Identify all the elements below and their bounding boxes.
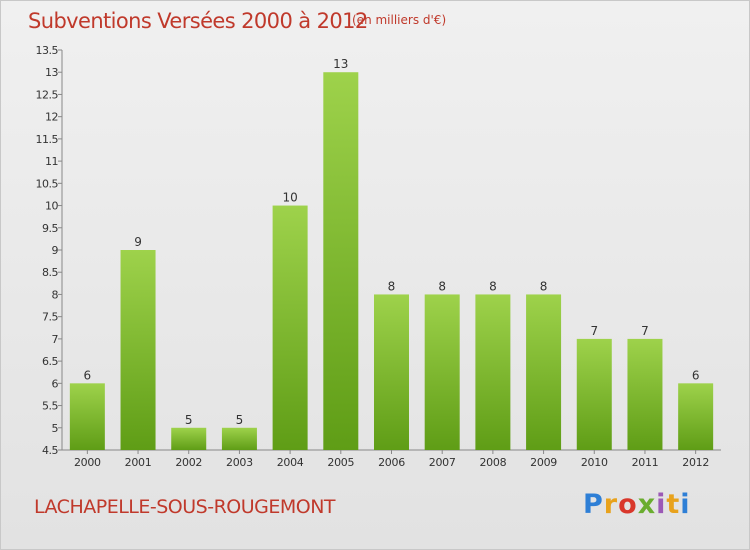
bar-2004 [272,205,308,450]
data-labels: 6 9 5 5 10 13 8 8 8 8 7 7 6 [84,57,700,427]
y-tick-label: 9 [52,244,59,257]
logo-letter: P [583,489,604,520]
data-label-2010: 7 [590,324,598,338]
data-label-2007: 8 [438,279,446,293]
y-tick-label: 11.5 [36,133,59,146]
bars [69,72,714,450]
y-tick-label: 6.5 [42,355,58,368]
y-tick-label: 8 [52,288,59,301]
bar-2008 [475,294,511,450]
data-label-2001: 9 [134,235,142,249]
x-tick-label: 2011 [632,456,659,469]
x-tick-label: 2005 [327,456,354,469]
x-tick-label: 2009 [530,456,557,469]
bar-2003 [221,427,257,450]
data-label-2005: 13 [333,57,348,71]
bar-2011 [627,338,663,450]
x-tick-label: 2008 [479,456,506,469]
data-label-2008: 8 [489,279,497,293]
x-tick-label: 2001 [125,456,152,469]
data-label-2003: 5 [236,413,244,427]
logo-letter: x [637,489,657,520]
bar-2000 [69,383,105,450]
x-tick-label: 2002 [175,456,202,469]
x-tick-label: 2007 [429,456,456,469]
data-label-2009: 8 [540,279,548,293]
y-tick-label: 9.5 [42,222,58,235]
logo-letter: o [618,489,638,520]
logo-letter: r [603,489,619,520]
y-tick-label: 12 [45,111,58,124]
bar-2002 [171,427,207,450]
x-tick-label: 2003 [226,456,253,469]
data-label-2012: 6 [692,368,700,382]
x-tick-label: 2006 [378,456,405,469]
bar-2001 [120,250,156,450]
bar-2007 [424,294,460,450]
y-tick-label: 7 [52,333,59,346]
y-tick-label: 5 [52,422,59,435]
commune-name: LACHAPELLE-SOUS-ROUGEMONT [34,496,336,518]
chart-subtitle: (en milliers d'€) [352,13,447,27]
y-tick-label: 12.5 [36,88,59,101]
y-tick-label: 10 [45,200,58,213]
logo-letter: i [680,489,691,520]
logo-letter: t [666,489,681,520]
x-tick-label: 2000 [74,456,101,469]
data-label-2002: 5 [185,413,193,427]
bar-2005 [323,72,359,450]
chart-title: Subventions Versées 2000 à 2012 [28,9,368,33]
y-tick-label: 10.5 [36,177,59,190]
bar-2006 [374,294,409,450]
data-label-2011: 7 [641,324,649,338]
y-tick-label: 13.5 [36,44,59,57]
bar-2009 [526,294,562,450]
proxiti-logo: Proxiti [583,489,691,520]
y-tick-label: 5.5 [42,400,58,413]
x-tick-label: 2012 [682,456,709,469]
bar-2012 [678,383,714,450]
x-tick-label: 2004 [277,456,304,469]
y-tick-label: 4.5 [42,444,58,457]
y-tick-label: 7.5 [42,311,58,324]
logo-letter: i [656,489,667,520]
data-label-2004: 10 [282,191,297,205]
data-label-2006: 8 [388,279,396,293]
y-tick-label: 8.5 [42,266,58,279]
y-tick-label: 13 [45,66,58,79]
x-tick-label: 2010 [581,456,608,469]
y-tick-label: 11 [45,155,58,168]
y-tick-label: 6 [52,377,59,390]
bar-2010 [576,338,612,450]
data-label-2000: 6 [84,368,92,382]
